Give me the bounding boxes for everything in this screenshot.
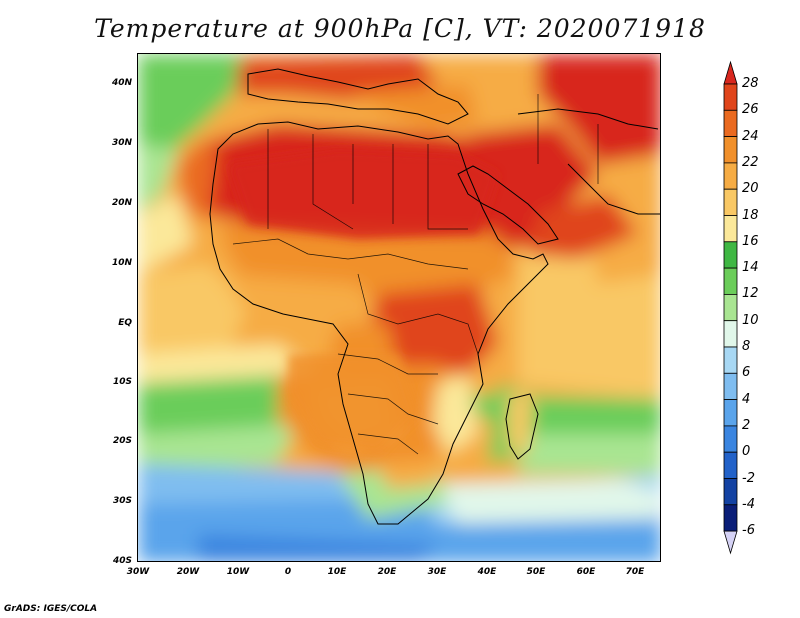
- colorbar-label: -2: [742, 470, 755, 486]
- lon-label-50e: 50E: [526, 567, 546, 577]
- colorbar-box: [723, 346, 738, 374]
- lat-label-20n: 20N: [111, 198, 132, 208]
- colorbar-box: [723, 478, 738, 506]
- colorbar-label: 26: [742, 102, 759, 118]
- temperature-map: [138, 54, 660, 561]
- colorbar-label: 20: [742, 181, 759, 197]
- lon-label-60e: 60E: [576, 567, 596, 577]
- lon-label-30e: 30E: [427, 567, 447, 577]
- colorbar-label: 10: [742, 312, 759, 328]
- colorbar-arrow-bottom: [723, 530, 738, 555]
- colorbar-box: [723, 372, 738, 400]
- map-panel: [137, 53, 661, 562]
- colorbar-label: 18: [742, 207, 759, 223]
- colorbar-label: 0: [742, 444, 751, 460]
- colorbar-box: [723, 83, 738, 111]
- lat-label-20s: 20S: [112, 436, 132, 446]
- colorbar-label: -4: [742, 496, 755, 512]
- lon-label-40e: 40E: [477, 567, 497, 577]
- colorbar-label: 6: [742, 365, 751, 381]
- colorbar-label: 14: [742, 260, 759, 276]
- colorbar-box: [723, 320, 738, 348]
- lat-label-10n: 10N: [111, 258, 132, 268]
- colorbar: [723, 60, 738, 555]
- colorbar-arrow-top: [723, 60, 738, 85]
- lon-label-0: 0: [284, 567, 292, 577]
- colorbar-box: [723, 504, 738, 532]
- colorbar-box: [723, 267, 738, 295]
- colorbar-box: [723, 136, 738, 164]
- colorbar-box: [723, 162, 738, 190]
- colorbar-label: 4: [742, 391, 751, 407]
- lon-label-70e: 70E: [625, 567, 645, 577]
- temperature-field: [138, 54, 660, 561]
- colorbar-label: -6: [742, 523, 755, 539]
- colorbar-label: 2: [742, 417, 751, 433]
- lat-label-40n: 40N: [111, 78, 132, 88]
- colorbar-label: 24: [742, 128, 759, 144]
- lat-label-30n: 30N: [111, 138, 132, 148]
- grads-credit: GrADS: IGES/COLA: [4, 604, 98, 614]
- lon-label-20e: 20E: [377, 567, 397, 577]
- coastlines: [209, 68, 660, 525]
- colorbar-box: [723, 399, 738, 427]
- lon-label-10w: 10W: [226, 567, 250, 577]
- lon-label-10e: 10E: [327, 567, 347, 577]
- colorbar-box: [723, 425, 738, 453]
- lat-label-10s: 10S: [112, 377, 132, 387]
- lat-label-eq: EQ: [118, 318, 132, 328]
- lon-label-30w: 30W: [126, 567, 150, 577]
- colorbar-box: [723, 293, 738, 322]
- lon-label-20w: 20W: [176, 567, 200, 577]
- map-title: Temperature at 900hPa [C], VT: 202007191…: [94, 14, 706, 43]
- country-borders: [232, 94, 599, 455]
- lat-label-30s: 30S: [112, 496, 132, 506]
- lat-label-40s: 40S: [112, 556, 132, 566]
- colorbar-label: 12: [742, 286, 759, 302]
- colorbar-box: [723, 109, 738, 137]
- colorbar-label: 8: [742, 339, 751, 354]
- colorbar-label: 22: [742, 154, 759, 170]
- colorbar-label: 16: [742, 233, 759, 249]
- colorbar-box: [723, 215, 738, 243]
- colorbar-box: [723, 451, 738, 479]
- colorbar-box: [723, 188, 738, 216]
- colorbar-label: 28: [742, 76, 759, 91]
- colorbar-box: [723, 241, 738, 269]
